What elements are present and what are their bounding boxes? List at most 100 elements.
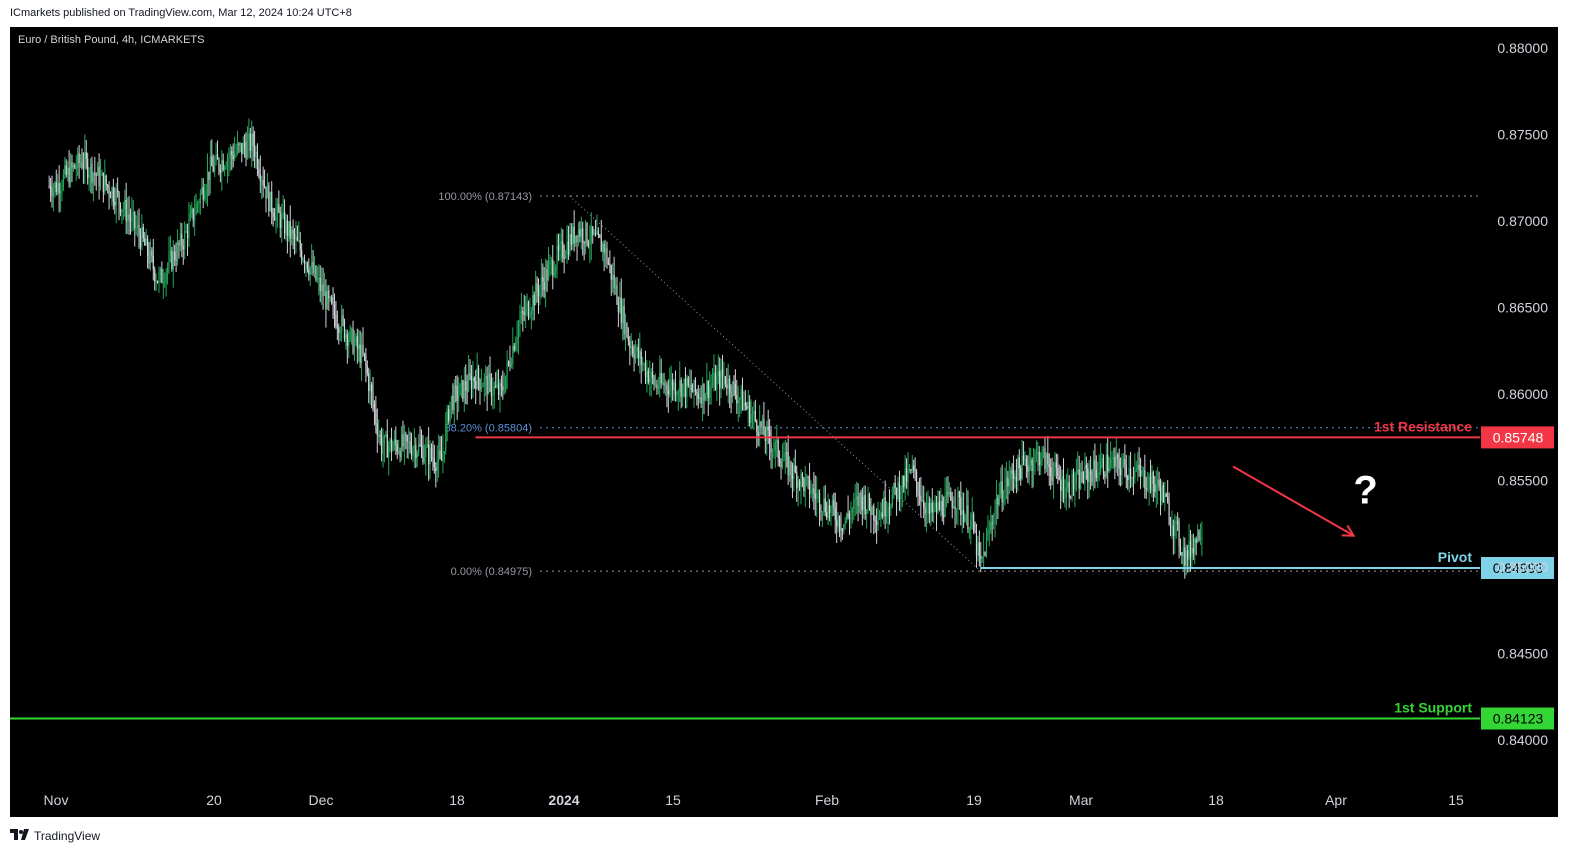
candle-body — [830, 506, 832, 514]
candle-body — [373, 403, 376, 410]
candle-body — [222, 160, 224, 171]
candle-body — [1145, 487, 1147, 490]
candle-body — [743, 402, 745, 411]
candle-body — [689, 384, 691, 386]
candle-body — [998, 494, 1000, 505]
candle-body — [232, 155, 234, 160]
candle-body — [726, 384, 728, 389]
candle-body — [917, 482, 919, 495]
candle-body — [349, 328, 351, 340]
candle-body — [858, 492, 861, 506]
candle-body — [395, 439, 397, 445]
candle-body — [382, 446, 384, 454]
candle-body — [1105, 454, 1107, 477]
candle-body — [433, 459, 435, 468]
candle-body — [286, 220, 289, 236]
candle-body — [84, 152, 86, 168]
candle-body — [516, 336, 518, 343]
candle-body — [1175, 520, 1177, 522]
candle-body — [172, 251, 174, 270]
candle-body — [199, 193, 201, 204]
candle-body — [1169, 523, 1172, 527]
candle-body — [429, 447, 431, 465]
candle-body — [460, 380, 463, 384]
candle-body — [168, 254, 170, 267]
candle-body — [918, 494, 921, 496]
candle-body — [1195, 538, 1197, 543]
candle-body — [249, 133, 251, 151]
candle-body — [659, 373, 661, 388]
candle-body — [77, 153, 79, 168]
candle-body — [686, 377, 688, 397]
candle-body — [238, 143, 240, 145]
candle-body — [166, 266, 169, 273]
candle-body — [636, 347, 638, 352]
candle-body — [302, 259, 304, 261]
candle-body — [807, 476, 809, 478]
footer-brand[interactable]: TradingView — [10, 828, 100, 844]
candle-body — [1084, 465, 1086, 483]
candle-body — [426, 444, 428, 447]
candle-body — [272, 212, 274, 218]
candle-body — [570, 234, 572, 245]
candle-body — [271, 191, 273, 213]
candle-body — [79, 162, 82, 164]
candle-body — [888, 507, 891, 509]
candle-body — [462, 380, 464, 399]
candle-body — [399, 451, 401, 458]
candle-body — [59, 190, 62, 194]
candle-body — [783, 459, 785, 462]
candle-body — [221, 160, 223, 173]
y-tick-label: 0.86000 — [1497, 386, 1548, 402]
candle-body — [594, 232, 597, 235]
candle-body — [519, 319, 521, 324]
candle-body — [145, 238, 147, 246]
candle-body — [954, 506, 956, 510]
candle-body — [1042, 448, 1045, 450]
candle-body — [980, 555, 982, 559]
candle-body — [898, 482, 901, 500]
candle-body — [542, 277, 544, 282]
candle-body — [610, 264, 612, 281]
candle-body — [268, 185, 270, 212]
candle-body — [1098, 471, 1100, 474]
candle-body — [1112, 456, 1115, 460]
candle-body — [997, 498, 999, 505]
candle-body — [331, 297, 333, 303]
candle-body — [218, 159, 220, 170]
candle-body — [305, 262, 307, 265]
candle-body — [355, 336, 357, 343]
candle-body — [182, 246, 184, 250]
candle-body — [1065, 487, 1067, 497]
candle-body — [684, 379, 687, 397]
candle-body — [244, 142, 246, 148]
candle-body — [1001, 481, 1003, 503]
candle-body — [683, 379, 685, 384]
candle-body — [751, 413, 754, 415]
candle-body — [214, 162, 216, 172]
candle-body — [283, 212, 286, 234]
candle-body — [793, 465, 795, 480]
fib-level-label: 38.20% (0.85804) — [445, 423, 532, 435]
candle-body — [128, 214, 130, 218]
candle-body — [376, 423, 378, 436]
candle-body — [893, 482, 895, 495]
candle-body — [379, 435, 381, 437]
candle-body — [321, 284, 323, 292]
level-label: 1st Support — [1394, 700, 1472, 716]
candle-body — [1075, 472, 1077, 484]
candle-body — [623, 306, 625, 334]
candle-body — [925, 507, 928, 514]
candle-body — [642, 364, 644, 366]
candle-body — [256, 151, 259, 169]
candle-body — [1030, 459, 1032, 465]
candle-body — [951, 500, 953, 509]
candle-body — [1024, 459, 1026, 461]
candle-body — [861, 497, 863, 511]
candle-body — [209, 156, 211, 181]
price-chart[interactable]: 100.00% (0.87143) 38.20% (0.85804) 0.00% (… — [10, 27, 1558, 817]
chart-panel[interactable]: 100.00% (0.87143) 38.20% (0.85804) 0.00% (… — [10, 27, 1558, 817]
candle-body — [813, 488, 815, 494]
candle-body — [1031, 459, 1033, 471]
candle-body — [639, 351, 641, 359]
